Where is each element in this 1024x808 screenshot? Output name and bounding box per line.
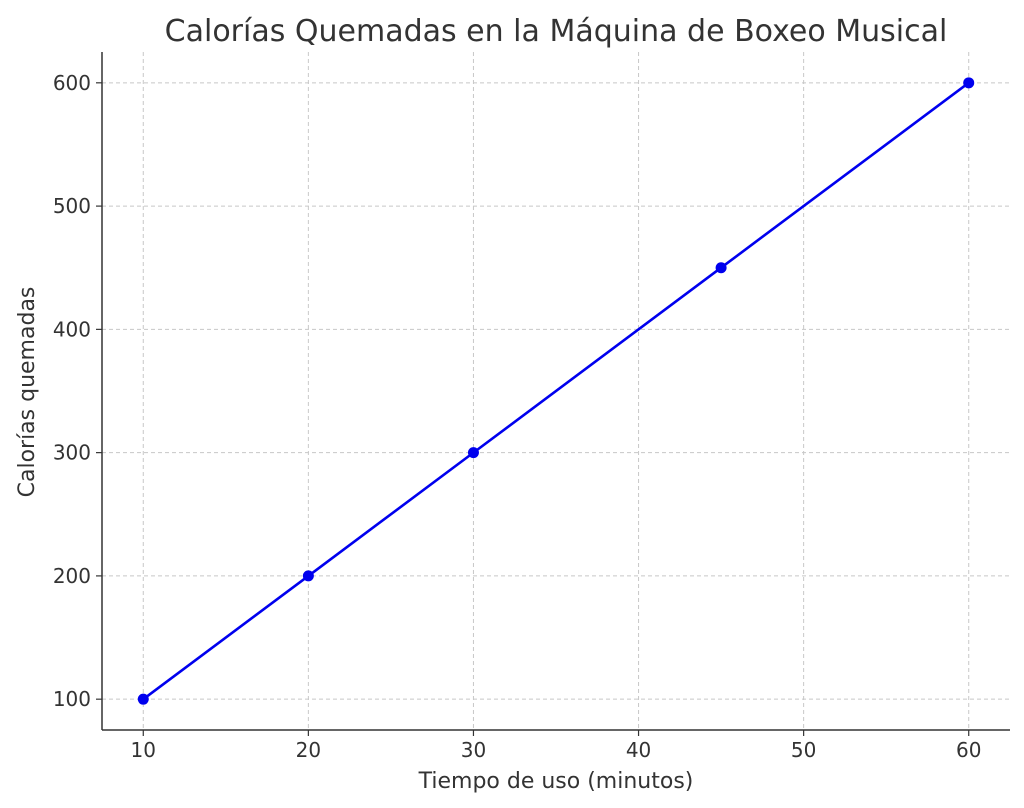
- tick-labels: 10 20 30 40 50 60 100 200 300 400 500 600: [53, 71, 982, 762]
- y-tick-label: 600: [53, 71, 91, 95]
- y-axis-label: Calorías quemadas: [15, 287, 40, 498]
- axes: [96, 52, 1010, 736]
- data-point: [302, 570, 314, 582]
- data-point: [963, 77, 975, 89]
- x-tick-label: 10: [131, 738, 156, 762]
- series-layer: [137, 77, 975, 705]
- y-tick-label: 400: [53, 317, 91, 341]
- y-tick-label: 200: [53, 564, 91, 588]
- grid: [102, 52, 1010, 730]
- x-tick-label: 40: [626, 738, 651, 762]
- data-point: [467, 447, 479, 459]
- data-point: [137, 693, 149, 705]
- x-tick-label: 50: [791, 738, 816, 762]
- x-tick-label: 20: [296, 738, 321, 762]
- x-tick-label: 60: [956, 738, 981, 762]
- y-tick-label: 300: [53, 441, 91, 465]
- series-line: [141, 81, 971, 701]
- x-tick-label: 30: [461, 738, 486, 762]
- y-tick-label: 500: [53, 194, 91, 218]
- y-tick-label: 100: [53, 687, 91, 711]
- chart-title: Calorías Quemadas en la Máquina de Boxeo…: [165, 14, 948, 49]
- data-point: [715, 262, 727, 274]
- x-axis-label: Tiempo de uso (minutos): [418, 769, 694, 794]
